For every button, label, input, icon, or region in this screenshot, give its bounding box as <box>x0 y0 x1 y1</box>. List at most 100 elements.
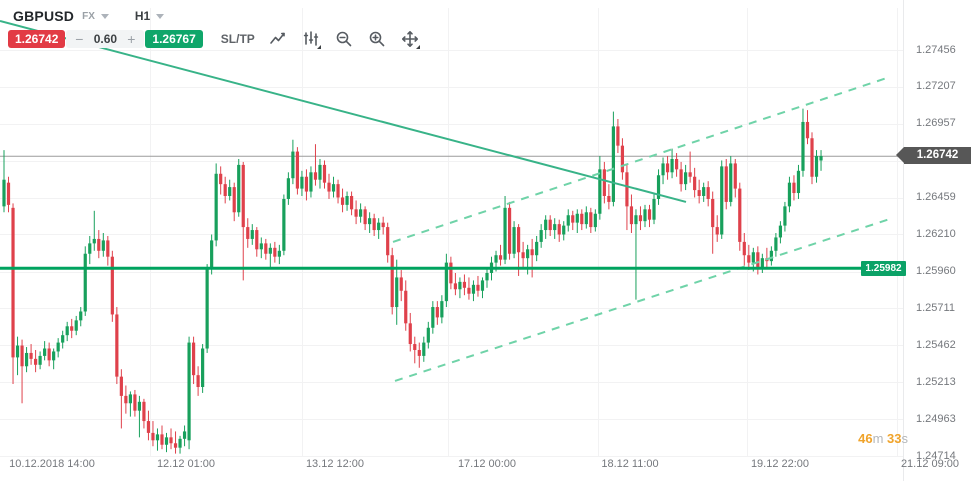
candle <box>679 169 683 185</box>
candle <box>670 158 674 173</box>
zoom-in-icon <box>369 31 385 47</box>
candle <box>625 172 629 207</box>
spread-stepper: − 0.60 + <box>66 30 145 48</box>
candle <box>178 438 182 448</box>
candle <box>733 163 737 189</box>
time-axis-label: 17.12 00:00 <box>457 458 517 470</box>
candle <box>494 255 498 263</box>
candle <box>629 206 634 225</box>
candle <box>467 287 471 294</box>
candle <box>322 164 327 183</box>
candle <box>444 262 448 302</box>
candle <box>309 172 313 192</box>
price-axis-label: 1.26459 <box>916 191 956 204</box>
candle <box>724 166 728 202</box>
candle <box>255 230 259 250</box>
price-axis-label: 1.25462 <box>916 338 956 351</box>
candle <box>530 249 534 256</box>
candle <box>431 307 435 328</box>
candle <box>643 209 647 222</box>
candle <box>56 342 60 352</box>
candle <box>580 213 584 225</box>
candle <box>408 323 412 345</box>
candle <box>404 290 408 324</box>
indicators-button[interactable] <box>301 29 321 49</box>
candle <box>688 172 692 177</box>
candle <box>97 238 101 251</box>
candle <box>575 213 579 223</box>
time-axis-label: 12.12 01:00 <box>156 458 216 470</box>
candle <box>656 175 661 199</box>
candle <box>359 209 363 217</box>
countdown-seconds: 33 <box>887 431 902 446</box>
candle <box>503 207 507 260</box>
candle <box>674 158 679 170</box>
candle <box>751 252 755 263</box>
candle <box>151 432 155 441</box>
candle <box>368 218 372 225</box>
candle <box>476 284 480 291</box>
candle <box>273 247 277 257</box>
timeframe-selector[interactable]: H1 <box>134 9 151 23</box>
candle <box>769 250 773 262</box>
candle <box>219 173 223 185</box>
candle <box>801 121 805 171</box>
chevron-down-icon[interactable] <box>156 13 165 19</box>
pan-chart-button[interactable] <box>400 29 420 49</box>
candle <box>291 151 295 179</box>
sl-tp-button[interactable]: SL/TP <box>220 32 255 46</box>
symbol-name: GBPUSD <box>13 8 75 24</box>
candle <box>449 262 453 284</box>
candle <box>517 227 521 253</box>
current-price-value: 1.26742 <box>916 149 959 162</box>
indicators-icon <box>303 31 318 46</box>
chevron-down-icon[interactable] <box>100 13 109 19</box>
candle <box>553 224 557 231</box>
market-label: FX <box>82 10 95 22</box>
candle <box>778 225 783 238</box>
candle <box>706 187 710 199</box>
sell-button[interactable]: 1.26742 <box>8 30 66 48</box>
candle <box>620 145 625 173</box>
zoom-out-button[interactable] <box>334 29 354 49</box>
candle <box>6 182 11 205</box>
candle <box>38 355 42 365</box>
candle <box>395 277 399 308</box>
candle <box>458 281 462 290</box>
descending-trendline <box>0 20 687 203</box>
candle <box>526 249 530 259</box>
candle <box>115 314 119 377</box>
candle <box>15 345 20 358</box>
spread-plus-button[interactable]: + <box>127 31 136 47</box>
candle <box>250 230 254 239</box>
price-axis-label: 1.27456 <box>916 43 956 56</box>
candle <box>796 170 801 194</box>
candle <box>814 156 819 177</box>
candle <box>697 190 701 196</box>
candle <box>715 227 719 235</box>
candle <box>805 121 810 139</box>
candle <box>43 348 47 356</box>
candle <box>354 209 358 217</box>
candle <box>810 138 814 177</box>
candle <box>548 219 552 231</box>
candle <box>2 179 6 207</box>
candle <box>453 283 457 290</box>
zoom-in-button[interactable] <box>367 29 387 49</box>
price-axis-label: 1.24714 <box>916 449 956 462</box>
spread-minus-button[interactable]: − <box>75 31 84 47</box>
candle <box>607 195 611 202</box>
candle <box>571 215 575 223</box>
pan-icon <box>401 31 418 47</box>
candle <box>164 437 169 445</box>
candle <box>544 219 548 231</box>
candle <box>119 376 123 396</box>
buy-button[interactable]: 1.26767 <box>145 30 203 48</box>
candle <box>720 166 724 235</box>
candle <box>34 358 38 365</box>
line-chart-type-button[interactable] <box>268 29 288 49</box>
candle <box>88 243 92 254</box>
candle <box>381 222 385 228</box>
candle <box>422 342 426 356</box>
